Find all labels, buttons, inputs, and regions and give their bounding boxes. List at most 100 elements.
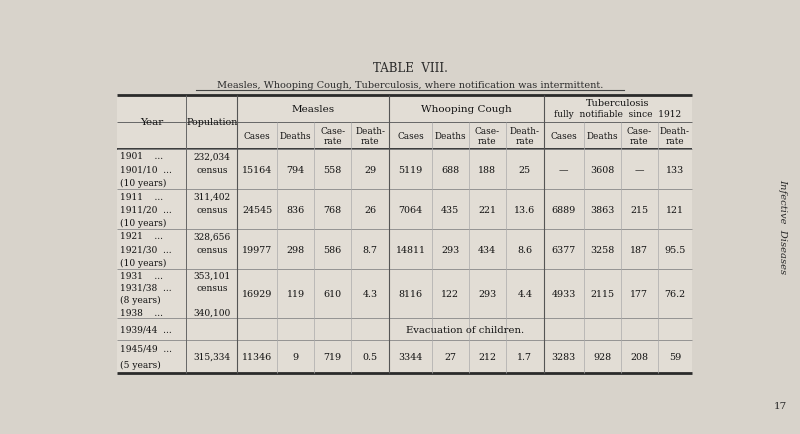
Text: Cases: Cases: [244, 132, 270, 141]
Text: census: census: [196, 165, 228, 174]
Text: 1931/38  ...: 1931/38 ...: [121, 283, 172, 292]
Polygon shape: [118, 95, 692, 373]
Text: 5119: 5119: [398, 165, 422, 174]
Text: 122: 122: [441, 289, 459, 299]
Text: 0.5: 0.5: [362, 352, 378, 361]
Text: 1931    ...: 1931 ...: [121, 271, 163, 280]
Text: Deaths: Deaths: [586, 132, 618, 141]
Text: —: —: [634, 165, 644, 174]
Text: census: census: [196, 283, 228, 292]
Text: 6377: 6377: [552, 245, 576, 254]
Text: 25: 25: [518, 165, 531, 174]
Text: 586: 586: [323, 245, 342, 254]
Text: 4.3: 4.3: [362, 289, 378, 299]
Text: Case-
rate: Case- rate: [626, 127, 652, 146]
Text: 29: 29: [364, 165, 376, 174]
Text: Death-
rate: Death- rate: [510, 127, 540, 146]
Text: 232,034: 232,034: [194, 152, 230, 161]
Text: 794: 794: [286, 165, 305, 174]
Text: 187: 187: [630, 245, 648, 254]
Text: (5 years): (5 years): [121, 360, 162, 369]
Text: 208: 208: [630, 352, 648, 361]
Text: 8.6: 8.6: [518, 245, 532, 254]
Text: 558: 558: [323, 165, 342, 174]
Text: Whooping Cough: Whooping Cough: [422, 105, 512, 114]
Text: 133: 133: [666, 165, 684, 174]
Text: 27: 27: [444, 352, 456, 361]
Text: 1901/10  ...: 1901/10 ...: [121, 165, 172, 174]
Text: Case-
rate: Case- rate: [474, 127, 500, 146]
Text: (10 years): (10 years): [121, 218, 167, 227]
Text: 1901    ...: 1901 ...: [121, 152, 163, 161]
Text: 1921/30  ...: 1921/30 ...: [121, 245, 172, 254]
Text: 434: 434: [478, 245, 496, 254]
Text: 2115: 2115: [590, 289, 614, 299]
Text: —: —: [559, 165, 569, 174]
Text: 15164: 15164: [242, 165, 272, 174]
Text: 3863: 3863: [590, 205, 614, 214]
Text: 311,402: 311,402: [194, 192, 230, 201]
Text: 3283: 3283: [552, 352, 576, 361]
Text: 3608: 3608: [590, 165, 614, 174]
Text: Cases: Cases: [397, 132, 424, 141]
Text: 212: 212: [478, 352, 496, 361]
Text: 188: 188: [478, 165, 496, 174]
Text: 8.7: 8.7: [362, 245, 378, 254]
Text: 177: 177: [630, 289, 648, 299]
Text: Death-
rate: Death- rate: [660, 127, 690, 146]
Text: 1.7: 1.7: [518, 352, 532, 361]
Text: Evacuation of children.: Evacuation of children.: [406, 325, 524, 334]
Text: Population: Population: [186, 118, 238, 127]
Text: 4.4: 4.4: [518, 289, 532, 299]
Text: 24545: 24545: [242, 205, 272, 214]
Text: 14811: 14811: [395, 245, 426, 254]
Text: 119: 119: [286, 289, 305, 299]
Text: 836: 836: [286, 205, 305, 214]
Text: 315,334: 315,334: [194, 352, 230, 361]
Text: Infective  Diseases: Infective Diseases: [778, 178, 787, 273]
Text: (8 years): (8 years): [121, 296, 161, 305]
Text: Year: Year: [140, 118, 163, 127]
Text: 768: 768: [323, 205, 342, 214]
Text: 1939/44  ...: 1939/44 ...: [121, 325, 172, 334]
Text: Deaths: Deaths: [280, 132, 311, 141]
Text: 6889: 6889: [552, 205, 576, 214]
Text: (10 years): (10 years): [121, 258, 167, 267]
Text: census: census: [196, 245, 228, 254]
Text: Tuberculosis: Tuberculosis: [586, 99, 650, 108]
Text: 719: 719: [323, 352, 342, 361]
Text: 435: 435: [441, 205, 459, 214]
Text: Cases: Cases: [550, 132, 577, 141]
Text: 8116: 8116: [398, 289, 422, 299]
Text: 298: 298: [286, 245, 305, 254]
Text: 1911    ...: 1911 ...: [121, 192, 163, 201]
Text: 1921    ...: 1921 ...: [121, 232, 163, 241]
Text: 215: 215: [630, 205, 648, 214]
Text: 293: 293: [441, 245, 459, 254]
Text: 7064: 7064: [398, 205, 422, 214]
Text: 353,101: 353,101: [194, 271, 230, 280]
Text: 3258: 3258: [590, 245, 614, 254]
Text: 59: 59: [669, 352, 681, 361]
Text: 1911/20  ...: 1911/20 ...: [121, 205, 172, 214]
Text: (10 years): (10 years): [121, 179, 167, 188]
Text: 688: 688: [441, 165, 459, 174]
Text: 9: 9: [293, 352, 298, 361]
Text: 4933: 4933: [551, 289, 576, 299]
Text: 340,100: 340,100: [194, 308, 230, 317]
Text: 328,656: 328,656: [194, 232, 230, 241]
Text: Case-
rate: Case- rate: [320, 127, 345, 146]
Text: Death-
rate: Death- rate: [355, 127, 386, 146]
Text: 95.5: 95.5: [664, 245, 686, 254]
Text: Deaths: Deaths: [434, 132, 466, 141]
Text: fully  notifiable  since  1912: fully notifiable since 1912: [554, 110, 682, 119]
Text: 26: 26: [364, 205, 376, 214]
Text: 221: 221: [478, 205, 496, 214]
Text: Measles, Whooping Cough, Tuberculosis, where notification was intermittent.: Measles, Whooping Cough, Tuberculosis, w…: [217, 80, 603, 89]
Text: TABLE  VIII.: TABLE VIII.: [373, 62, 447, 74]
Text: 293: 293: [478, 289, 496, 299]
Text: Measles: Measles: [292, 105, 335, 114]
Text: 11346: 11346: [242, 352, 272, 361]
Text: 17: 17: [774, 401, 787, 410]
Text: 13.6: 13.6: [514, 205, 535, 214]
